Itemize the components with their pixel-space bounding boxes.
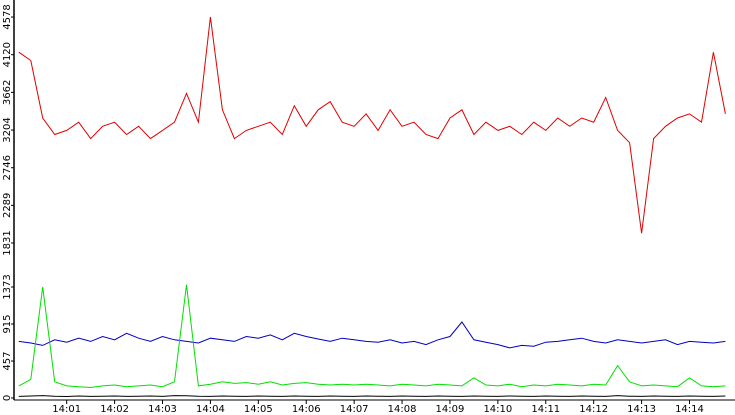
y-tick-label: 915 [2, 314, 13, 333]
x-tick-label: 14:07 [340, 404, 369, 415]
x-tick-label: 14:12 [579, 404, 608, 415]
x-tick-label: 14:09 [436, 404, 465, 415]
x-tick-label: 14:02 [100, 404, 129, 415]
y-tick-label: 1831 [2, 230, 13, 255]
x-tick-label: 14:10 [483, 404, 512, 415]
x-tick-label: 14:01 [52, 404, 81, 415]
x-tick-label: 14:14 [675, 404, 704, 415]
y-tick-label: 1373 [2, 274, 13, 299]
y-tick-label: 3204 [2, 117, 13, 142]
x-tick-label: 14:06 [292, 404, 321, 415]
x-tick-label: 14:05 [244, 404, 273, 415]
x-tick-label: 14:04 [196, 404, 225, 415]
y-tick-label: 4120 [2, 42, 13, 67]
y-tick-label: 0 [2, 395, 13, 401]
y-tick-label: 3662 [2, 80, 13, 105]
y-tick-label: 2289 [2, 193, 13, 218]
x-tick-label: 14:11 [531, 404, 560, 415]
y-tick-label: 2746 [2, 155, 13, 180]
x-tick-label: 14:13 [627, 404, 656, 415]
series-line [18, 16, 726, 234]
x-tick-label: 14:03 [148, 404, 177, 415]
series-line [18, 284, 726, 389]
series-line [18, 321, 726, 349]
y-tick-label: 457 [2, 351, 13, 370]
axis-strip [0, 0, 14, 400]
x-tick-label: 14:08 [388, 404, 417, 415]
series-line [18, 395, 726, 398]
y-tick-label: 4578 [2, 4, 13, 29]
